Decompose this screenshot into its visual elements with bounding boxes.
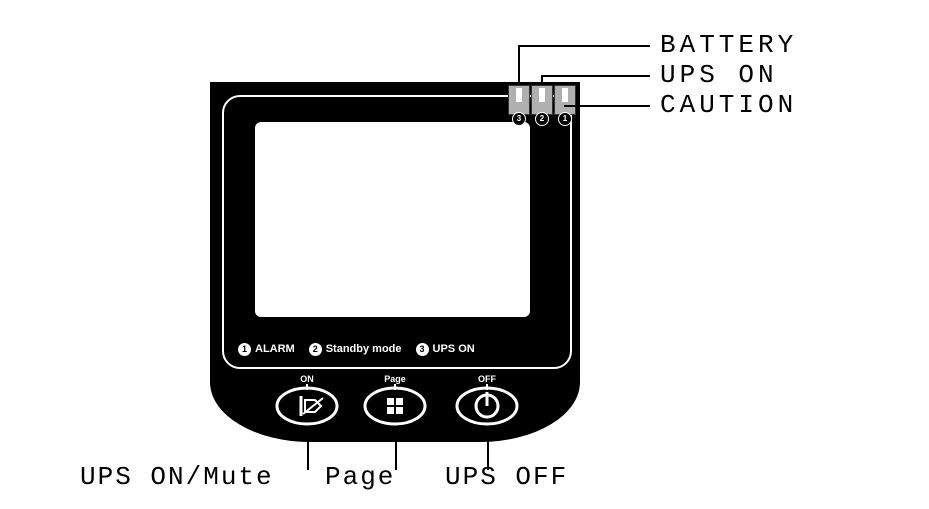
led-bar-icon [562, 88, 568, 102]
led-1: 1 [554, 85, 576, 115]
mode-number-badge: 2 [309, 343, 322, 356]
led-bar-icon [539, 88, 545, 102]
callout-label-ups-off: UPS OFF [445, 462, 568, 492]
power-icon [455, 413, 519, 431]
callout-label-caution: CAUTION [660, 90, 797, 120]
button-tick-icon [486, 384, 488, 390]
button-mini-label: Page [384, 374, 406, 384]
mode-item: 2 Standby mode [309, 343, 402, 356]
callout-leader-line [518, 45, 520, 85]
mute-icon [275, 413, 339, 431]
grid-icon [363, 413, 427, 431]
diagram-stage: 321 1ALARM2Standby mode3UPS ON ONPageOFF… [0, 0, 929, 509]
callout-leader-line [518, 45, 650, 47]
led-bar-icon [516, 88, 522, 102]
callout-leader-line [564, 105, 650, 107]
mode-status-row: 1 ALARM 2 Standby mode 3 UPS ON [238, 343, 475, 356]
led-number-badge: 3 [512, 112, 526, 126]
led-number-badge: 1 [558, 112, 572, 126]
callout-label-page: Page [325, 462, 395, 492]
button-tick-icon [394, 384, 396, 390]
mode-item: 1 ALARM [238, 343, 295, 356]
mode-label: ALARM [255, 343, 295, 355]
mode-number-badge: 1 [238, 343, 251, 356]
led-2: 2 [531, 85, 553, 115]
callout-label-ups-on-mute: UPS ON/Mute [80, 462, 274, 492]
led-3: 3 [508, 85, 530, 115]
button-mini-label: ON [300, 374, 314, 384]
callout-label-ups-on: UPS ON [660, 60, 778, 90]
mode-label: Standby mode [326, 343, 402, 355]
button-on[interactable]: ON [275, 386, 339, 426]
button-page[interactable]: Page [363, 386, 427, 426]
led-number-badge: 2 [535, 112, 549, 126]
button-off[interactable]: OFF [455, 386, 519, 426]
callout-label-battery: BATTERY [660, 30, 797, 60]
button-mini-label: OFF [478, 374, 496, 384]
callout-leader-line [541, 75, 650, 77]
lcd-screen [255, 122, 530, 317]
button-tick-icon [306, 384, 308, 390]
mode-label: UPS ON [433, 343, 475, 355]
callout-leader-line [307, 430, 309, 470]
mode-item: 3 UPS ON [416, 343, 475, 356]
mode-number-badge: 3 [416, 343, 429, 356]
